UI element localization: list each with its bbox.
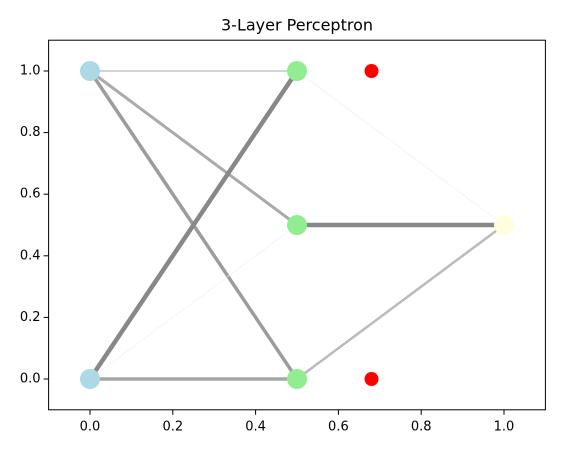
y-tick-label: 0.6 [20,187,41,202]
edge [296,223,505,381]
edge [89,224,298,380]
y-tick-label: 1.0 [20,64,41,79]
x-tick-label: 0.8 [411,419,432,434]
edge [89,69,298,227]
y-tick-label: 0.2 [20,310,41,325]
node [364,64,379,78]
node [287,369,307,389]
node [80,369,100,389]
x-tick-label: 0.2 [162,419,183,434]
x-tick-label: 0.6 [328,419,349,434]
x-tick-label: 1.0 [494,419,515,434]
y-tick-label: 0.8 [20,125,41,140]
edge [296,70,505,226]
node [287,61,307,81]
chart-title: 3-Layer Perceptron [221,16,373,35]
y-tick-label: 0.0 [20,372,41,387]
y-tick-label: 0.4 [20,248,41,263]
node [80,61,100,81]
node [287,215,307,235]
node [364,372,379,386]
x-tick-label: 0.4 [245,419,266,434]
x-tick-label: 0.0 [80,419,101,434]
node [494,215,514,235]
plot-frame [48,39,546,411]
edge [88,69,299,381]
